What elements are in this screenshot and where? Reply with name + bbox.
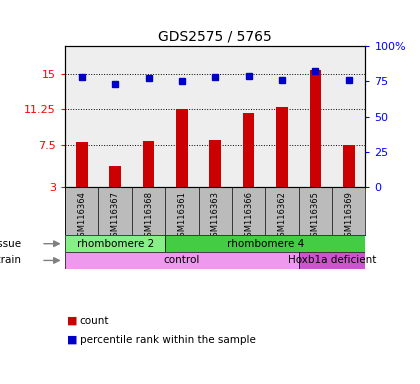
Bar bbox=[109, 166, 121, 187]
Text: GSM116368: GSM116368 bbox=[144, 191, 153, 242]
Bar bbox=[210, 140, 221, 187]
Bar bbox=[143, 141, 155, 187]
Bar bbox=[165, 235, 365, 252]
Text: GSM116366: GSM116366 bbox=[244, 191, 253, 242]
Text: GSM116362: GSM116362 bbox=[278, 191, 286, 242]
Text: GSM116367: GSM116367 bbox=[110, 191, 120, 242]
Bar bbox=[276, 107, 288, 187]
Text: strain: strain bbox=[0, 255, 21, 265]
Bar bbox=[65, 235, 165, 252]
Text: GSM116363: GSM116363 bbox=[211, 191, 220, 242]
Bar bbox=[243, 113, 255, 187]
Bar bbox=[299, 252, 365, 269]
Text: rhombomere 2: rhombomere 2 bbox=[76, 239, 154, 249]
Text: GSM116369: GSM116369 bbox=[344, 191, 353, 242]
Text: GSM116361: GSM116361 bbox=[177, 191, 186, 242]
Text: count: count bbox=[80, 316, 109, 326]
Bar bbox=[176, 109, 188, 187]
Bar bbox=[76, 142, 88, 187]
Text: tissue: tissue bbox=[0, 239, 21, 249]
Bar bbox=[65, 252, 299, 269]
Text: ■: ■ bbox=[67, 316, 78, 326]
Text: Hoxb1a deficient: Hoxb1a deficient bbox=[288, 255, 376, 265]
Text: percentile rank within the sample: percentile rank within the sample bbox=[80, 335, 256, 345]
Bar bbox=[343, 145, 354, 187]
Text: GSM116365: GSM116365 bbox=[311, 191, 320, 242]
Text: control: control bbox=[164, 255, 200, 265]
Text: GSM116364: GSM116364 bbox=[77, 191, 86, 242]
Text: ■: ■ bbox=[67, 335, 78, 345]
Bar bbox=[310, 70, 321, 187]
Title: GDS2575 / 5765: GDS2575 / 5765 bbox=[158, 30, 272, 43]
Text: rhombomere 4: rhombomere 4 bbox=[227, 239, 304, 249]
